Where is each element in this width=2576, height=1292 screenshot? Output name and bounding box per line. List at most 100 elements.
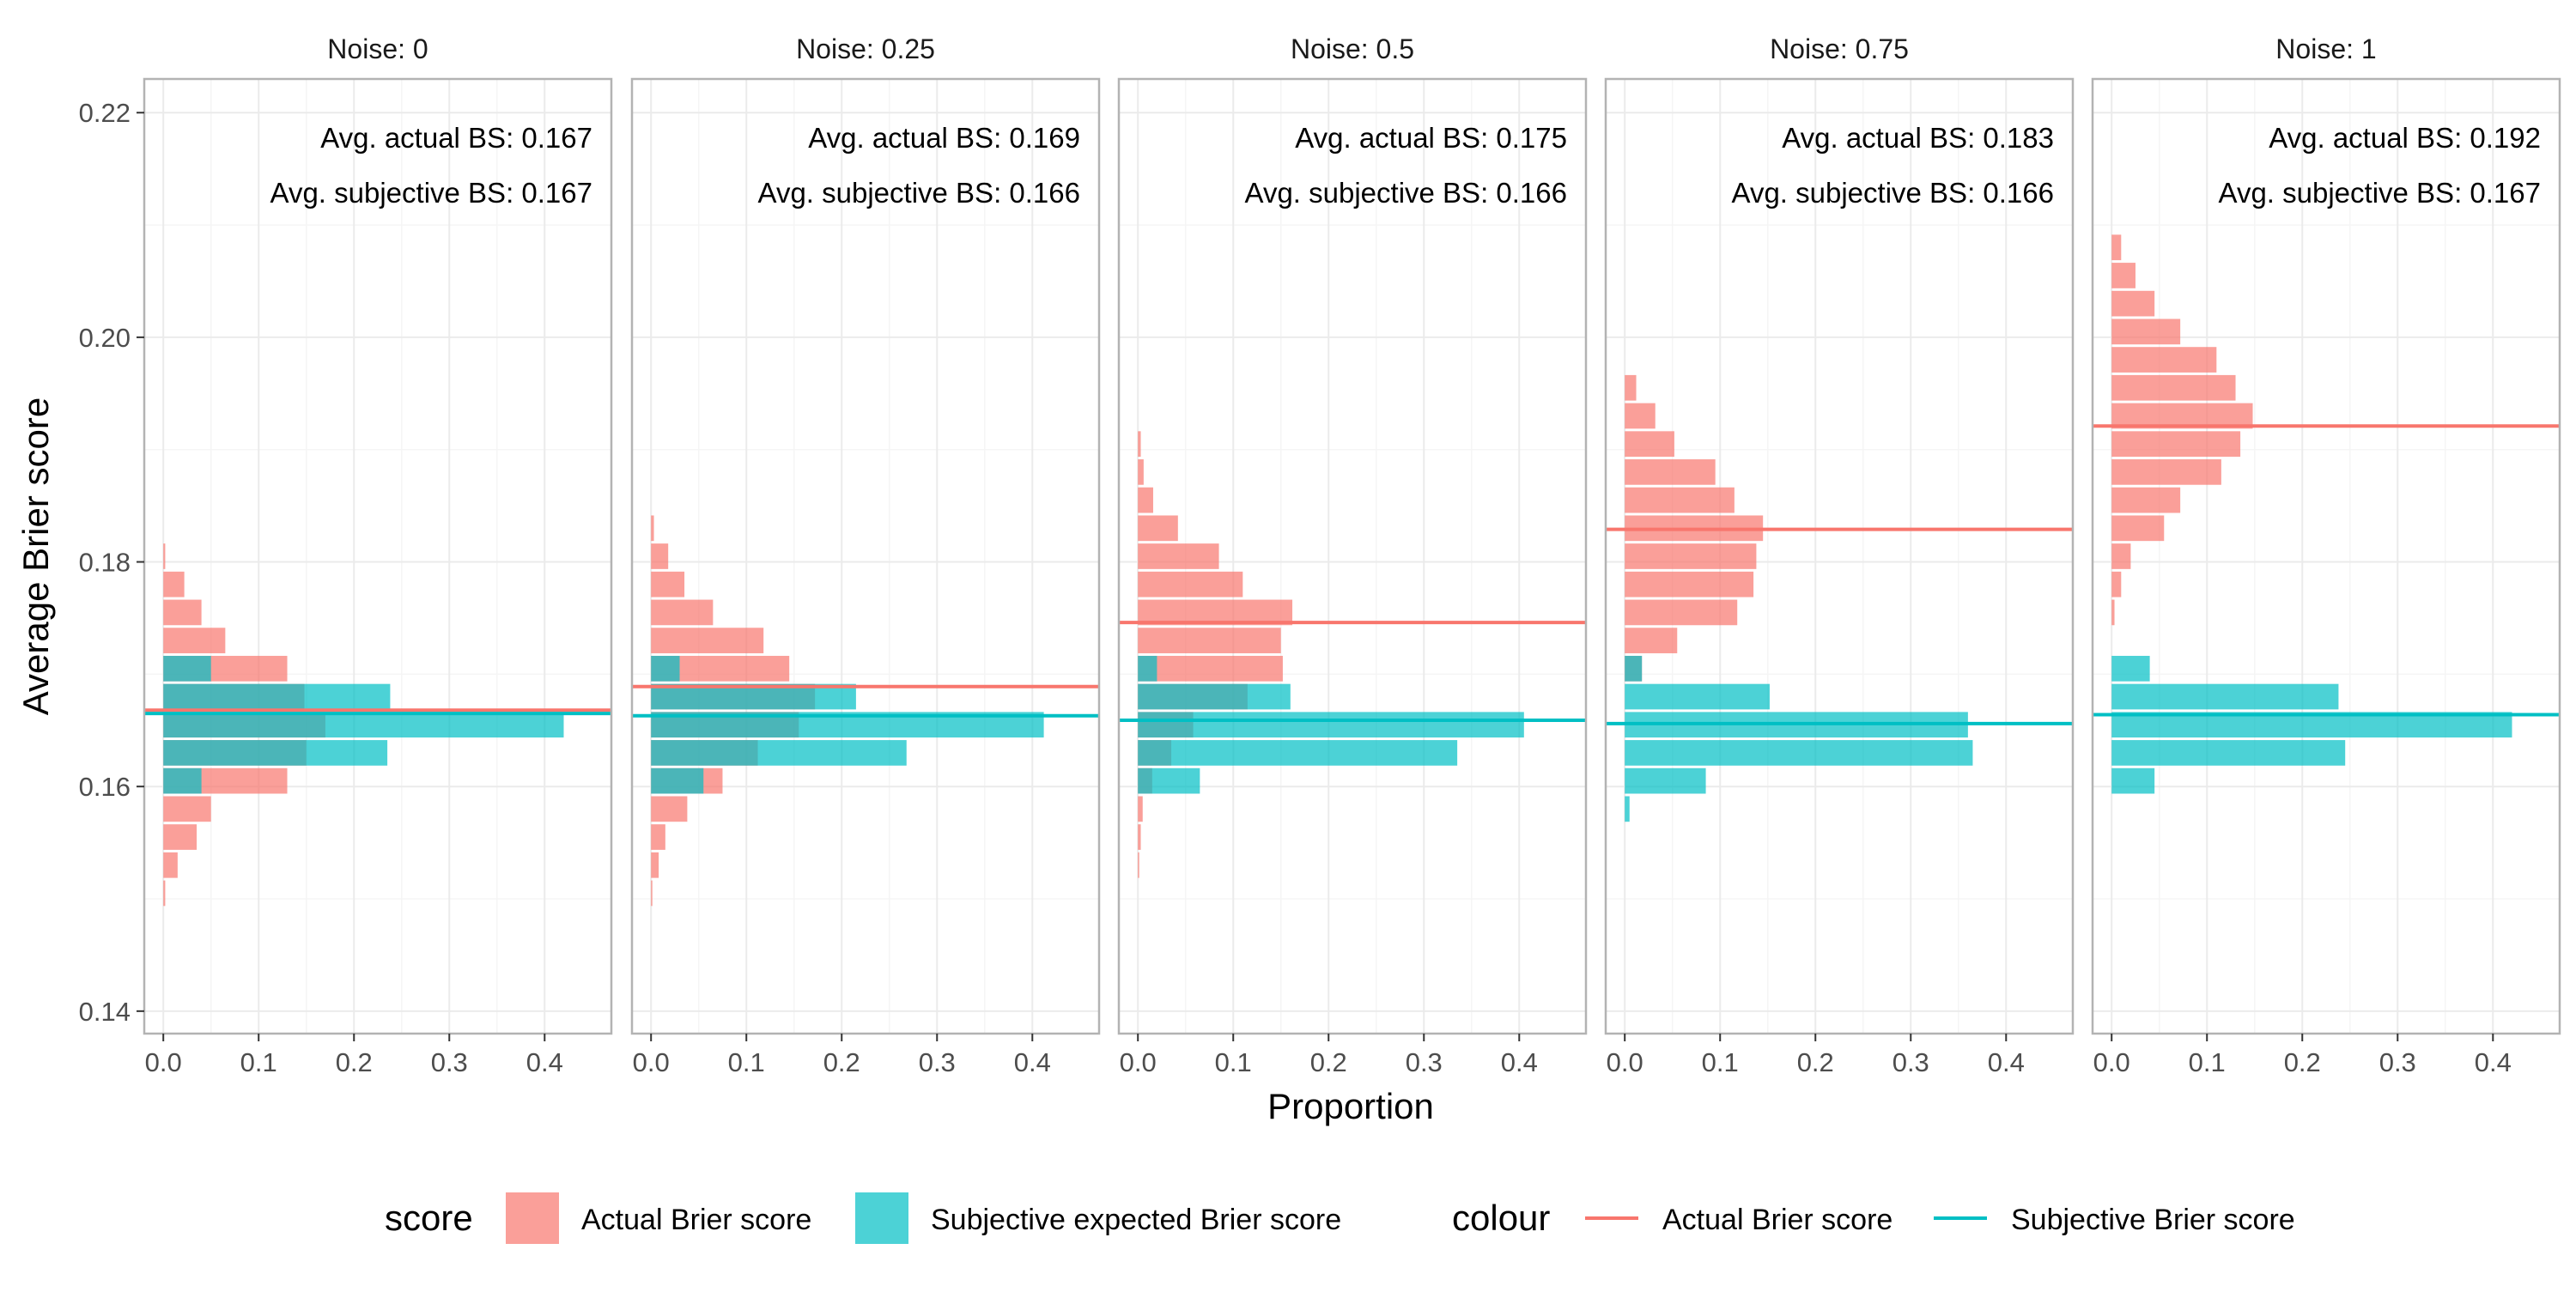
subjective-bar — [651, 740, 907, 766]
panel-border — [2091, 77, 2561, 1035]
subjective-bar — [1138, 655, 1157, 682]
panel-title: Noise: 0.75 — [1770, 33, 1909, 64]
x-tick-label: 0.1 — [1215, 1047, 1252, 1077]
actual-bar — [651, 880, 653, 907]
panel-title: Noise: 0.5 — [1291, 33, 1414, 64]
actual-bar — [1138, 796, 1143, 822]
legend-label-subjective-line: Subjective Brier score — [2011, 1204, 2295, 1236]
legend-key-subjective-fill — [855, 1192, 908, 1244]
x-tick-label: 0.0 — [1607, 1047, 1643, 1077]
subjective-bar — [2111, 740, 2346, 766]
annotation-actual: Avg. actual BS: 0.167 — [320, 122, 592, 154]
x-tick-label: 0.4 — [1501, 1047, 1538, 1077]
annotation-subjective: Avg. subjective BS: 0.166 — [758, 177, 1080, 209]
actual-bar — [2111, 347, 2217, 373]
x-tick-label: 0.4 — [2475, 1047, 2512, 1077]
x-tick-label: 0.0 — [633, 1047, 670, 1077]
actual-bar — [1625, 459, 1716, 485]
actual-bar — [2111, 459, 2221, 485]
legend-label-actual-fill: Actual Brier score — [581, 1204, 811, 1236]
actual-bar — [651, 796, 688, 822]
actual-bar — [1138, 628, 1281, 653]
subjective-bar — [651, 767, 704, 794]
x-tick-label: 0.2 — [336, 1047, 373, 1077]
annotation-actual: Avg. actual BS: 0.192 — [2269, 122, 2541, 154]
x-axis-title: Proportion — [1267, 1086, 1434, 1126]
legend-key-actual-fill — [506, 1192, 559, 1244]
actual-bar — [1138, 852, 1139, 878]
actual-bar — [2111, 263, 2136, 288]
actual-bar — [651, 628, 764, 653]
subjective-bar — [1138, 740, 1458, 766]
panel-title: Noise: 0 — [327, 33, 428, 64]
actual-bar — [163, 852, 178, 878]
actual-bar — [1138, 487, 1153, 513]
actual-bar — [163, 599, 202, 626]
actual-bar — [2111, 571, 2122, 597]
facet-panel-2: Noise: 0.5 Avg. actual BS: 0.175 Avg. subj… — [1117, 33, 1588, 1077]
panel-border — [143, 77, 613, 1035]
subjective-bar — [1138, 683, 1291, 710]
facet-panel-3: Noise: 0.75 Avg. actual BS: 0.183 Avg. sub… — [1604, 33, 2075, 1077]
actual-bar — [651, 852, 659, 878]
actual-bar — [1138, 459, 1144, 485]
subjective-bar — [651, 655, 680, 682]
x-tick-label: 0.1 — [2189, 1047, 2226, 1077]
x-tick-label: 0.2 — [1310, 1047, 1347, 1077]
y-tick-label: 0.20 — [79, 323, 131, 353]
actual-bar — [1138, 431, 1141, 458]
actual-bar — [1625, 571, 1754, 597]
legend-label-subjective-fill: Subjective expected Brier score — [931, 1204, 1341, 1236]
x-tick-label: 0.2 — [2284, 1047, 2321, 1077]
x-tick-label: 0.4 — [1014, 1047, 1051, 1077]
actual-bar — [1625, 403, 1656, 429]
actual-bar — [2111, 599, 2115, 626]
actual-bar — [163, 796, 211, 822]
subjective-bar — [163, 655, 211, 682]
legend-line-title: colour — [1452, 1198, 1550, 1238]
subjective-bar — [2111, 767, 2155, 794]
subjective-bar — [163, 767, 202, 794]
x-tick-label: 0.3 — [431, 1047, 468, 1077]
actual-bar — [163, 571, 185, 597]
x-tick-label: 0.1 — [1702, 1047, 1739, 1077]
actual-bar — [1138, 543, 1219, 569]
y-tick-label: 0.14 — [79, 997, 131, 1027]
annotation-subjective: Avg. subjective BS: 0.167 — [2219, 177, 2541, 209]
x-tick-label: 0.4 — [526, 1047, 563, 1077]
x-tick-label: 0.0 — [2093, 1047, 2130, 1077]
actual-bar — [163, 824, 197, 850]
x-tick-label: 0.3 — [919, 1047, 956, 1077]
annotation-subjective: Avg. subjective BS: 0.166 — [1732, 177, 2054, 209]
actual-bar — [2111, 374, 2236, 401]
x-tick-label: 0.0 — [145, 1047, 182, 1077]
subjective-bar — [1625, 796, 1630, 822]
actual-bar — [163, 543, 166, 569]
actual-bar — [1138, 571, 1243, 597]
legend: score Actual Brier score Subjective expect… — [385, 1192, 2295, 1244]
actual-bar — [1138, 655, 1283, 682]
actual-bar — [1625, 599, 1738, 626]
facet-panel-0: Noise: 0 Avg. actual BS: 0.167 Avg. subjec… — [143, 33, 613, 1077]
subjective-bar — [163, 740, 388, 766]
subjective-bar — [1625, 683, 1770, 710]
x-tick-label: 0.3 — [1406, 1047, 1443, 1077]
legend-label-actual-line: Actual Brier score — [1662, 1204, 1893, 1236]
actual-bar — [651, 571, 685, 597]
x-tick-label: 0.1 — [728, 1047, 765, 1077]
facet-panel-1: Noise: 0.25 Avg. actual BS: 0.169 Avg. sub… — [630, 33, 1101, 1077]
actual-bar — [2111, 543, 2131, 569]
panel-title: Noise: 0.25 — [796, 33, 935, 64]
actual-bar — [651, 515, 654, 542]
annotation-actual: Avg. actual BS: 0.183 — [1782, 122, 2054, 154]
panel-border — [1604, 77, 2075, 1035]
subjective-bar — [2111, 655, 2150, 682]
actual-bar — [1138, 515, 1178, 542]
subjective-bar — [2111, 683, 2339, 710]
legend-fill-title: score — [385, 1198, 473, 1238]
y-tick-label: 0.16 — [79, 772, 131, 802]
annotation-subjective: Avg. subjective BS: 0.167 — [270, 177, 592, 209]
y-axis-title: Average Brier score — [15, 397, 56, 715]
x-tick-label: 0.4 — [1988, 1047, 2025, 1077]
